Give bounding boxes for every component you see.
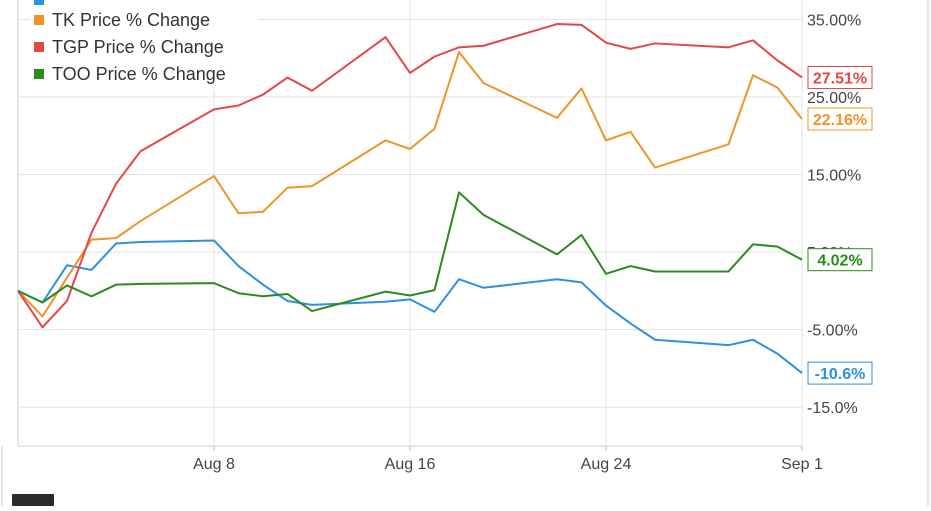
end-label-box <box>807 361 873 385</box>
end-label-box <box>807 107 873 131</box>
x-tick-label: Aug 24 <box>581 456 632 473</box>
series-line <box>17 191 803 313</box>
series-line <box>17 50 803 318</box>
x-tick-label: Aug 8 <box>193 456 235 473</box>
y-tick-label: -15.0% <box>807 400 858 417</box>
legend-item-partial <box>34 0 52 11</box>
legend-item-tk: TK Price % Change <box>34 9 210 31</box>
legend-item-tgp: TGP Price % Change <box>34 36 224 58</box>
x-tick-label: Aug 16 <box>385 456 436 473</box>
brand-logo <box>12 494 54 506</box>
x-tick-label: Sep 1 <box>781 456 823 473</box>
end-value-label: 4.02% <box>817 253 862 270</box>
legend-label-tgp: TGP Price % Change <box>52 36 224 57</box>
end-label-box <box>807 248 873 272</box>
legend-label-too: TOO Price % Change <box>52 63 226 84</box>
end-value-label: 27.51% <box>813 70 867 87</box>
legend-swatch-icon <box>34 15 44 25</box>
chart-legend: TK Price % Change TGP Price % Change TOO… <box>30 0 258 90</box>
legend-swatch-icon <box>34 0 44 5</box>
end-label-box <box>807 65 873 89</box>
legend-item-too: TOO Price % Change <box>34 63 226 85</box>
series-line <box>17 23 803 329</box>
y-tick-label: 25.00% <box>807 90 861 107</box>
legend-swatch-icon <box>34 42 44 52</box>
end-value-label: -10.6% <box>815 366 866 383</box>
y-tick-label: 35.00% <box>807 12 861 29</box>
series-line <box>17 239 803 374</box>
end-value-label: 22.16% <box>813 112 867 129</box>
legend-swatch-icon <box>34 69 44 79</box>
y-tick-label: 15.00% <box>807 168 861 185</box>
y-tick-label: -5.00% <box>807 323 858 340</box>
legend-label-tk: TK Price % Change <box>52 9 211 30</box>
